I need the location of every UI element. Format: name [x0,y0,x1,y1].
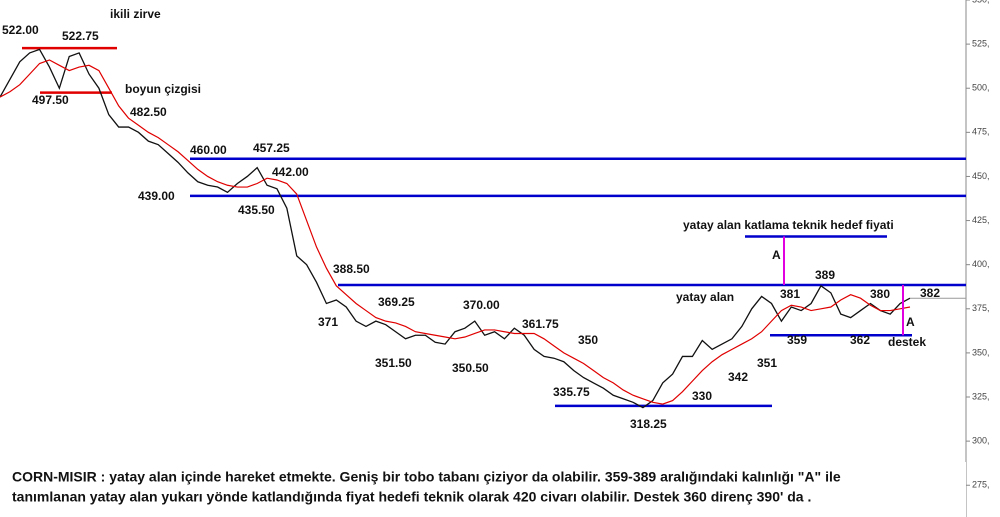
annotation: 522.00 [2,23,39,37]
annotation: A [906,315,915,329]
annotation: 359 [787,333,807,347]
caption: tanımlanan yatay alan yukarı yönde katla… [12,489,811,505]
y-tick-label: 275, [972,480,990,490]
caption-box [0,462,966,517]
annotation: yatay alan [676,290,734,304]
y-tick-label: 325, [972,391,990,401]
annotation: 371 [318,315,338,329]
y-tick-label: 400, [972,259,990,269]
annotation: 439.00 [138,189,175,203]
annotation: 457.25 [253,141,290,155]
annotation: 381 [780,287,800,301]
y-tick-label: 300, [972,436,990,446]
annotation: 342 [728,370,748,384]
price-line [0,59,911,405]
annotation: 318.25 [630,417,667,431]
annotation: 330 [692,389,712,403]
annotation: 370.00 [463,298,500,312]
annotation: 350 [578,333,598,347]
annotation: destek [888,335,926,349]
annotation: 335.75 [553,385,590,399]
annotation: 442.00 [272,165,309,179]
annotation: 350.50 [452,361,489,375]
annotation: ikili zirve [110,7,161,21]
annotation: 389 [815,268,835,282]
annotation: 388.50 [333,262,370,276]
y-tick-label: 525, [972,38,990,48]
y-tick-label: 350, [972,347,990,357]
caption: CORN-MISIR : yatay alan içinde hareket e… [12,469,841,485]
annotation: 351 [757,356,777,370]
annotation: 435.50 [238,203,275,217]
annotation: 369.25 [378,295,415,309]
annotation: 382 [920,286,940,300]
annotation: 362 [850,333,870,347]
y-tick-label: 375, [972,303,990,313]
annotation: 460.00 [190,143,227,157]
annotation: A [772,248,781,262]
y-tick-label: 475, [972,127,990,137]
annotation: 482.50 [130,105,167,119]
y-tick-label: 450, [972,171,990,181]
annotation: 522.75 [62,29,99,43]
annotation: boyun çizgisi [125,82,201,96]
y-tick-label: 425, [972,215,990,225]
y-tick-label: 550, [972,0,990,4]
annotation: yatay alan katlama teknik hedef fiyati [683,218,894,232]
price-line [0,48,911,409]
y-tick-label: 500, [972,83,990,93]
annotation: 351.50 [375,356,412,370]
annotation: 361.75 [522,317,559,331]
annotation: 497.50 [32,93,69,107]
annotation: 380 [870,287,890,301]
